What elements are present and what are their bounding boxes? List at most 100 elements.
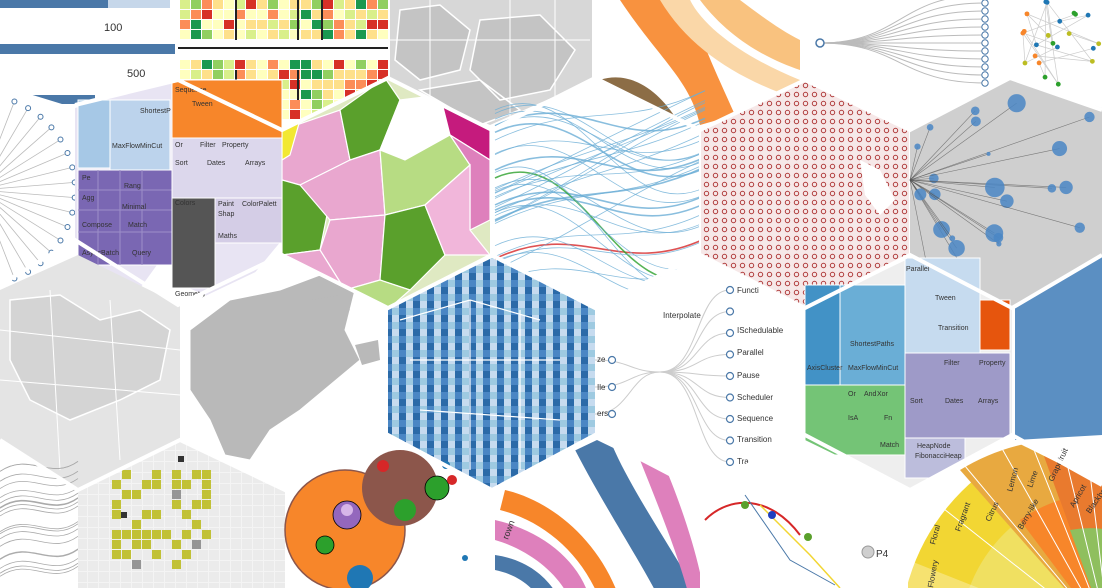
svg-text:Tween: Tween (935, 295, 956, 302)
day-cell (180, 70, 190, 79)
voronoi-colored-tile[interactable] (282, 78, 490, 312)
svg-text:Interpolate: Interpolate (663, 311, 701, 320)
edge-bundling-tile[interactable] (492, 78, 706, 310)
treemap-orange-tile[interactable]: Sequence Tween Or Filter Property Sort D… (171, 79, 283, 305)
network-link (1036, 14, 1089, 46)
svg-text:Arrays: Arrays (245, 160, 266, 167)
svg-text:Transition: Transition (737, 435, 772, 444)
tree-node (725, 371, 735, 381)
day-cell (279, 10, 289, 19)
circle-packing-tile[interactable] (284, 440, 492, 588)
network-node (1066, 31, 1072, 37)
airport-bubble (926, 124, 934, 131)
bundle-edge (494, 90, 706, 141)
us-county-outline-map-tile[interactable] (390, 0, 592, 126)
radial-link (0, 101, 15, 140)
day-cell (279, 110, 289, 119)
bundle-edge (494, 103, 706, 195)
day-cell (246, 70, 256, 79)
flight-route (909, 148, 1060, 181)
day-cell (290, 20, 300, 29)
sankey-ribbons-tile[interactable]: rown (492, 440, 705, 588)
matrix-cell (122, 550, 131, 559)
svg-text:Geometry: Geometry (175, 291, 206, 298)
day-cell (224, 60, 234, 69)
chord-ribbon-tile[interactable] (596, 0, 800, 125)
us-outline-map-tile[interactable] (0, 255, 181, 490)
svg-text:Tra: Tra (737, 457, 749, 466)
matrix-cell (202, 490, 211, 499)
svg-text:Filter: Filter (944, 360, 960, 367)
day-cell (378, 30, 388, 39)
day-cell (191, 60, 201, 69)
radial-link (0, 198, 68, 228)
adjacency-matrix-tile[interactable] (78, 440, 285, 588)
network-link (1069, 33, 1099, 45)
svg-text:Query: Query (132, 250, 152, 257)
network-link (1022, 32, 1059, 85)
day-cell (268, 30, 278, 39)
network-link (1024, 46, 1058, 64)
matrix-cell (112, 550, 121, 559)
day-cell (268, 0, 278, 9)
svg-text:Tween: Tween (192, 101, 213, 108)
bar (108, 0, 170, 8)
day-cell (246, 30, 256, 39)
day-cell (334, 0, 344, 9)
bar-chart-tile[interactable]: 100 500 (0, 0, 175, 104)
airport-bubble (1052, 141, 1068, 157)
tree-node (607, 355, 617, 365)
day-cell (202, 70, 212, 79)
day-cell (334, 20, 344, 29)
solid-blue-tile[interactable] (1015, 255, 1102, 440)
day-cell (180, 30, 190, 39)
matrix-cell (152, 530, 161, 539)
matrix-cell (112, 500, 121, 509)
matrix-cell (172, 500, 181, 509)
tree-node (981, 31, 989, 39)
airport-bubble (933, 221, 950, 238)
day-cell (345, 20, 355, 29)
day-cell (235, 70, 245, 79)
svg-text:ers: ers (597, 409, 608, 418)
network-node (1032, 53, 1038, 59)
day-cell (301, 20, 311, 29)
tree-node (981, 23, 989, 31)
matrix-cell (172, 540, 181, 549)
flight-route (909, 153, 989, 181)
day-cell (224, 70, 234, 79)
day-cell (312, 20, 322, 29)
tree-node (981, 79, 989, 87)
tree-node (725, 307, 735, 316)
airport-bubble (996, 241, 1002, 247)
edge-bundling-gray-tile[interactable] (0, 440, 79, 588)
north-america-map-tile[interactable] (180, 258, 388, 490)
airport-bubble (970, 106, 980, 116)
radial-cluster-tile[interactable] (0, 85, 78, 285)
svg-text:AsyncBatch: AsyncBatch (82, 250, 119, 257)
bundle-edge (494, 120, 706, 194)
bezier-curve-tile[interactable]: P4 (700, 440, 908, 588)
svg-text:Agg: Agg (82, 195, 95, 202)
choropleth-unemployment-tile[interactable] (388, 258, 595, 490)
svg-text:Pe: Pe (82, 175, 91, 182)
tree-link (659, 371, 731, 420)
day-cell (334, 70, 344, 79)
treemap-flare-tile[interactable]: Parallel Tween Transition ShortestPaths … (804, 257, 1012, 490)
radial-link (0, 152, 68, 182)
flavor-sunburst-tile[interactable]: Floral Fragrant Citrus Berry-like Flower… (900, 430, 1102, 588)
day-cell (312, 100, 322, 109)
network-node (1073, 11, 1078, 17)
svg-text:HeapNode: HeapNode (917, 443, 951, 450)
day-cell (257, 0, 267, 9)
bundle-edge (0, 549, 79, 560)
tree-node (607, 382, 617, 392)
network-node (1055, 81, 1061, 87)
matrix-cell (178, 456, 184, 462)
force-network-tile[interactable] (1013, 0, 1102, 100)
flight-route (909, 102, 1017, 181)
tree-layout-tile[interactable] (804, 0, 1010, 125)
network-node (1024, 11, 1030, 17)
collapsible-tree-tile[interactable]: Functi Interpolate ISchedulable Parallel… (594, 258, 805, 490)
treemap-purple-tile[interactable]: ShortestP MaxFlowMinCut Pe Agg Rang Mini… (75, 80, 175, 305)
